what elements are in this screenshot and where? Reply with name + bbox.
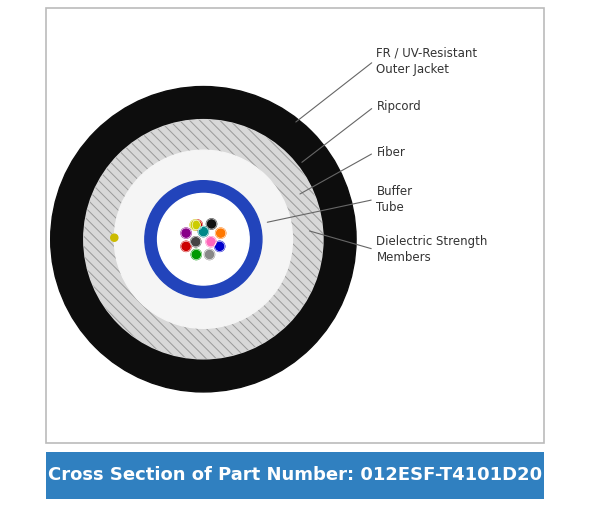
Circle shape [111,234,118,241]
Text: Cross Section of Part Number: 012ESF-T4101D20: Cross Section of Part Number: 012ESF-T41… [48,466,542,485]
Circle shape [215,241,225,251]
Text: FR / UV-Resistant
Outer Jacket: FR / UV-Resistant Outer Jacket [376,47,477,75]
Circle shape [158,193,249,285]
Text: Buffer
Tube: Buffer Tube [376,185,412,214]
Circle shape [191,249,201,260]
Circle shape [190,220,201,230]
Circle shape [84,120,323,359]
Circle shape [215,228,226,238]
Circle shape [206,219,217,229]
Circle shape [181,228,191,238]
Circle shape [204,249,215,260]
Text: Ripcord: Ripcord [376,100,421,114]
Circle shape [192,220,202,230]
Circle shape [191,237,201,247]
Circle shape [51,87,356,392]
Circle shape [114,150,293,328]
FancyBboxPatch shape [45,452,545,499]
Circle shape [198,227,208,237]
Circle shape [181,241,191,251]
Circle shape [145,181,262,298]
Text: Fiber: Fiber [376,146,405,159]
Text: Dielectric Strength
Members: Dielectric Strength Members [376,235,488,264]
Circle shape [206,237,216,247]
